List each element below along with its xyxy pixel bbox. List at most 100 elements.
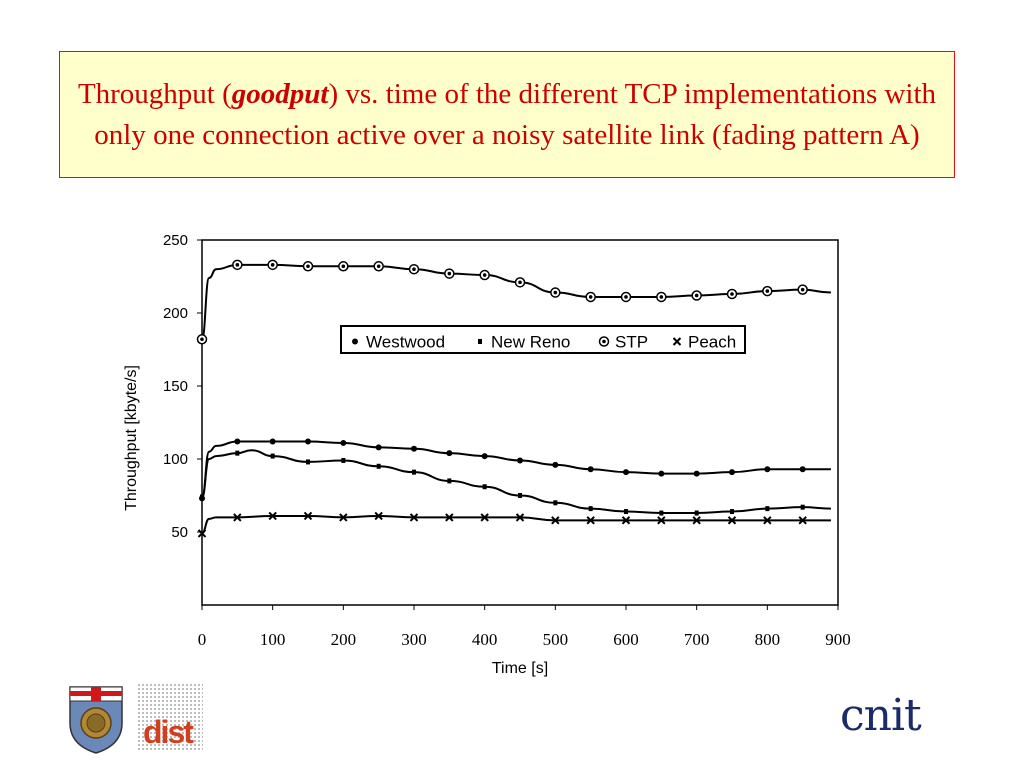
data-point-new-reno — [588, 506, 593, 512]
data-point-peach-b — [233, 513, 242, 522]
y-tick-label: 250 — [163, 232, 188, 249]
data-point-new-reno — [518, 493, 522, 498]
data-point-westwood — [234, 438, 241, 445]
cnit-logo: cnit — [840, 690, 922, 741]
legend-label-new-reno: New Reno — [491, 333, 570, 352]
y-tick-label: 200 — [163, 305, 188, 322]
data-point-stp-core — [518, 280, 522, 285]
x-tick-label: 400 — [472, 630, 498, 649]
legend: Westwood New Reno STP Peach — [340, 325, 746, 354]
data-point-stp-core — [341, 264, 346, 269]
legend-label-westwood: Westwood — [366, 333, 445, 352]
y-axis-label: Throughput [kbyte/s] — [123, 365, 140, 511]
data-point-peach-b — [515, 513, 525, 522]
svg-text:dist: dist — [143, 714, 194, 750]
data-point-peach-b — [763, 516, 772, 525]
y-tick-label: 150 — [163, 378, 188, 395]
y-tick-label: 50 — [171, 524, 188, 541]
data-point-new-reno — [306, 459, 310, 465]
data-point-westwood — [446, 450, 453, 457]
data-point-stp-core — [306, 264, 310, 269]
title-box: Throughput (goodput) vs. time of the dif… — [59, 51, 955, 178]
data-point-peach-b — [339, 513, 348, 522]
x-tick-label: 500 — [543, 630, 569, 649]
data-point-westwood — [658, 470, 665, 477]
data-point-stp-core — [447, 271, 452, 276]
data-point-stp-core — [412, 267, 416, 272]
plot-frame — [201, 239, 839, 606]
data-point-peach-b — [480, 513, 489, 522]
legend-marker-stp-core — [602, 339, 606, 344]
data-point-peach-b — [197, 529, 207, 538]
data-point-westwood — [481, 453, 488, 460]
data-point-stp-core — [588, 295, 593, 299]
data-point-new-reno — [447, 478, 452, 484]
data-point-new-reno — [270, 453, 275, 459]
data-point-stp-core — [765, 289, 770, 293]
plot-area — [201, 239, 839, 606]
data-point-westwood — [411, 445, 417, 452]
data-point-peach-b — [551, 516, 560, 525]
legend-label-peach: Peach — [688, 333, 736, 352]
data-point-new-reno — [624, 509, 628, 515]
data-point-peach-b — [409, 513, 419, 522]
data-point-stp-core — [694, 293, 699, 298]
data-point-new-reno — [412, 469, 416, 475]
data-point-new-reno — [765, 506, 770, 512]
data-point-stp-core — [730, 292, 734, 296]
x-tick-label: 600 — [613, 630, 639, 649]
data-point-westwood — [729, 469, 735, 476]
data-point-peach-b — [727, 516, 737, 525]
slide-title: Throughput (goodput) vs. time of the dif… — [77, 77, 937, 151]
x-tick-label: 100 — [260, 630, 286, 649]
data-point-stp-core — [482, 273, 487, 277]
data-point-new-reno — [376, 463, 381, 469]
data-point-westwood — [269, 438, 276, 445]
data-point-peach-b — [303, 511, 313, 521]
data-point-westwood — [305, 438, 311, 445]
data-point-westwood — [693, 470, 700, 477]
data-point-new-reno — [235, 450, 240, 456]
data-point-new-reno — [694, 510, 699, 516]
data-point-stp-core — [800, 287, 805, 292]
axes: 50 100 150 200 250 0 100 200 300 400 500 600 700 800 9… — [163, 232, 851, 649]
x-tick-label: 700 — [684, 630, 710, 649]
title-emphasis: goodput — [231, 77, 329, 110]
university-crest-logo — [69, 686, 123, 754]
data-point-new-reno — [553, 500, 558, 506]
x-axis-label: Time [s] — [492, 660, 548, 677]
data-point-new-reno — [730, 509, 734, 515]
data-point-new-reno — [659, 510, 664, 516]
series-line-new-reno — [201, 449, 831, 515]
legend-label-stp: STP — [615, 333, 648, 352]
x-tick-label: 0 — [198, 630, 207, 649]
data-point-new-reno — [200, 494, 204, 500]
data-point-westwood — [340, 439, 347, 446]
data-point-westwood — [587, 466, 594, 473]
series-lines — [196, 259, 831, 538]
data-point-new-reno — [341, 457, 346, 463]
data-point-peach-b — [586, 516, 595, 525]
data-point-new-reno — [800, 504, 805, 510]
data-point-westwood — [764, 466, 771, 473]
data-point-westwood — [517, 457, 523, 464]
data-point-peach-b — [268, 511, 277, 521]
data-point-westwood — [799, 466, 806, 473]
data-point-peach-b — [657, 516, 666, 525]
x-tick-label: 800 — [755, 630, 781, 649]
data-point-new-reno — [482, 484, 487, 490]
x-tick-label: 300 — [401, 630, 427, 649]
x-tick-label: 900 — [825, 630, 851, 649]
dist-logo: dist — [137, 683, 203, 751]
data-point-peach-b — [798, 516, 807, 525]
data-point-stp-core — [200, 337, 204, 342]
legend-marker-peach-b — [672, 337, 682, 346]
data-point-peach-b — [621, 516, 631, 525]
data-point-stp-core — [376, 264, 381, 269]
data-point-peach-b — [445, 513, 454, 522]
data-point-stp-core — [235, 263, 240, 267]
data-point-stp-core — [659, 295, 664, 299]
data-point-westwood — [623, 469, 629, 476]
x-tick-label: 200 — [331, 630, 357, 649]
